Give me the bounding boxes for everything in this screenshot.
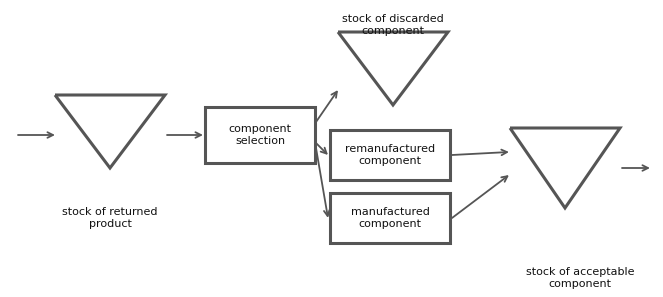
FancyBboxPatch shape [330, 193, 450, 243]
FancyBboxPatch shape [205, 107, 315, 163]
Text: manufactured
component: manufactured component [351, 207, 430, 229]
Text: stock of discarded
component: stock of discarded component [342, 14, 444, 36]
Text: stock of acceptable
component: stock of acceptable component [526, 267, 634, 289]
Text: component
selection: component selection [229, 124, 292, 146]
FancyBboxPatch shape [330, 130, 450, 180]
Text: remanufactured
component: remanufactured component [345, 144, 435, 166]
Text: stock of returned
product: stock of returned product [62, 207, 158, 229]
